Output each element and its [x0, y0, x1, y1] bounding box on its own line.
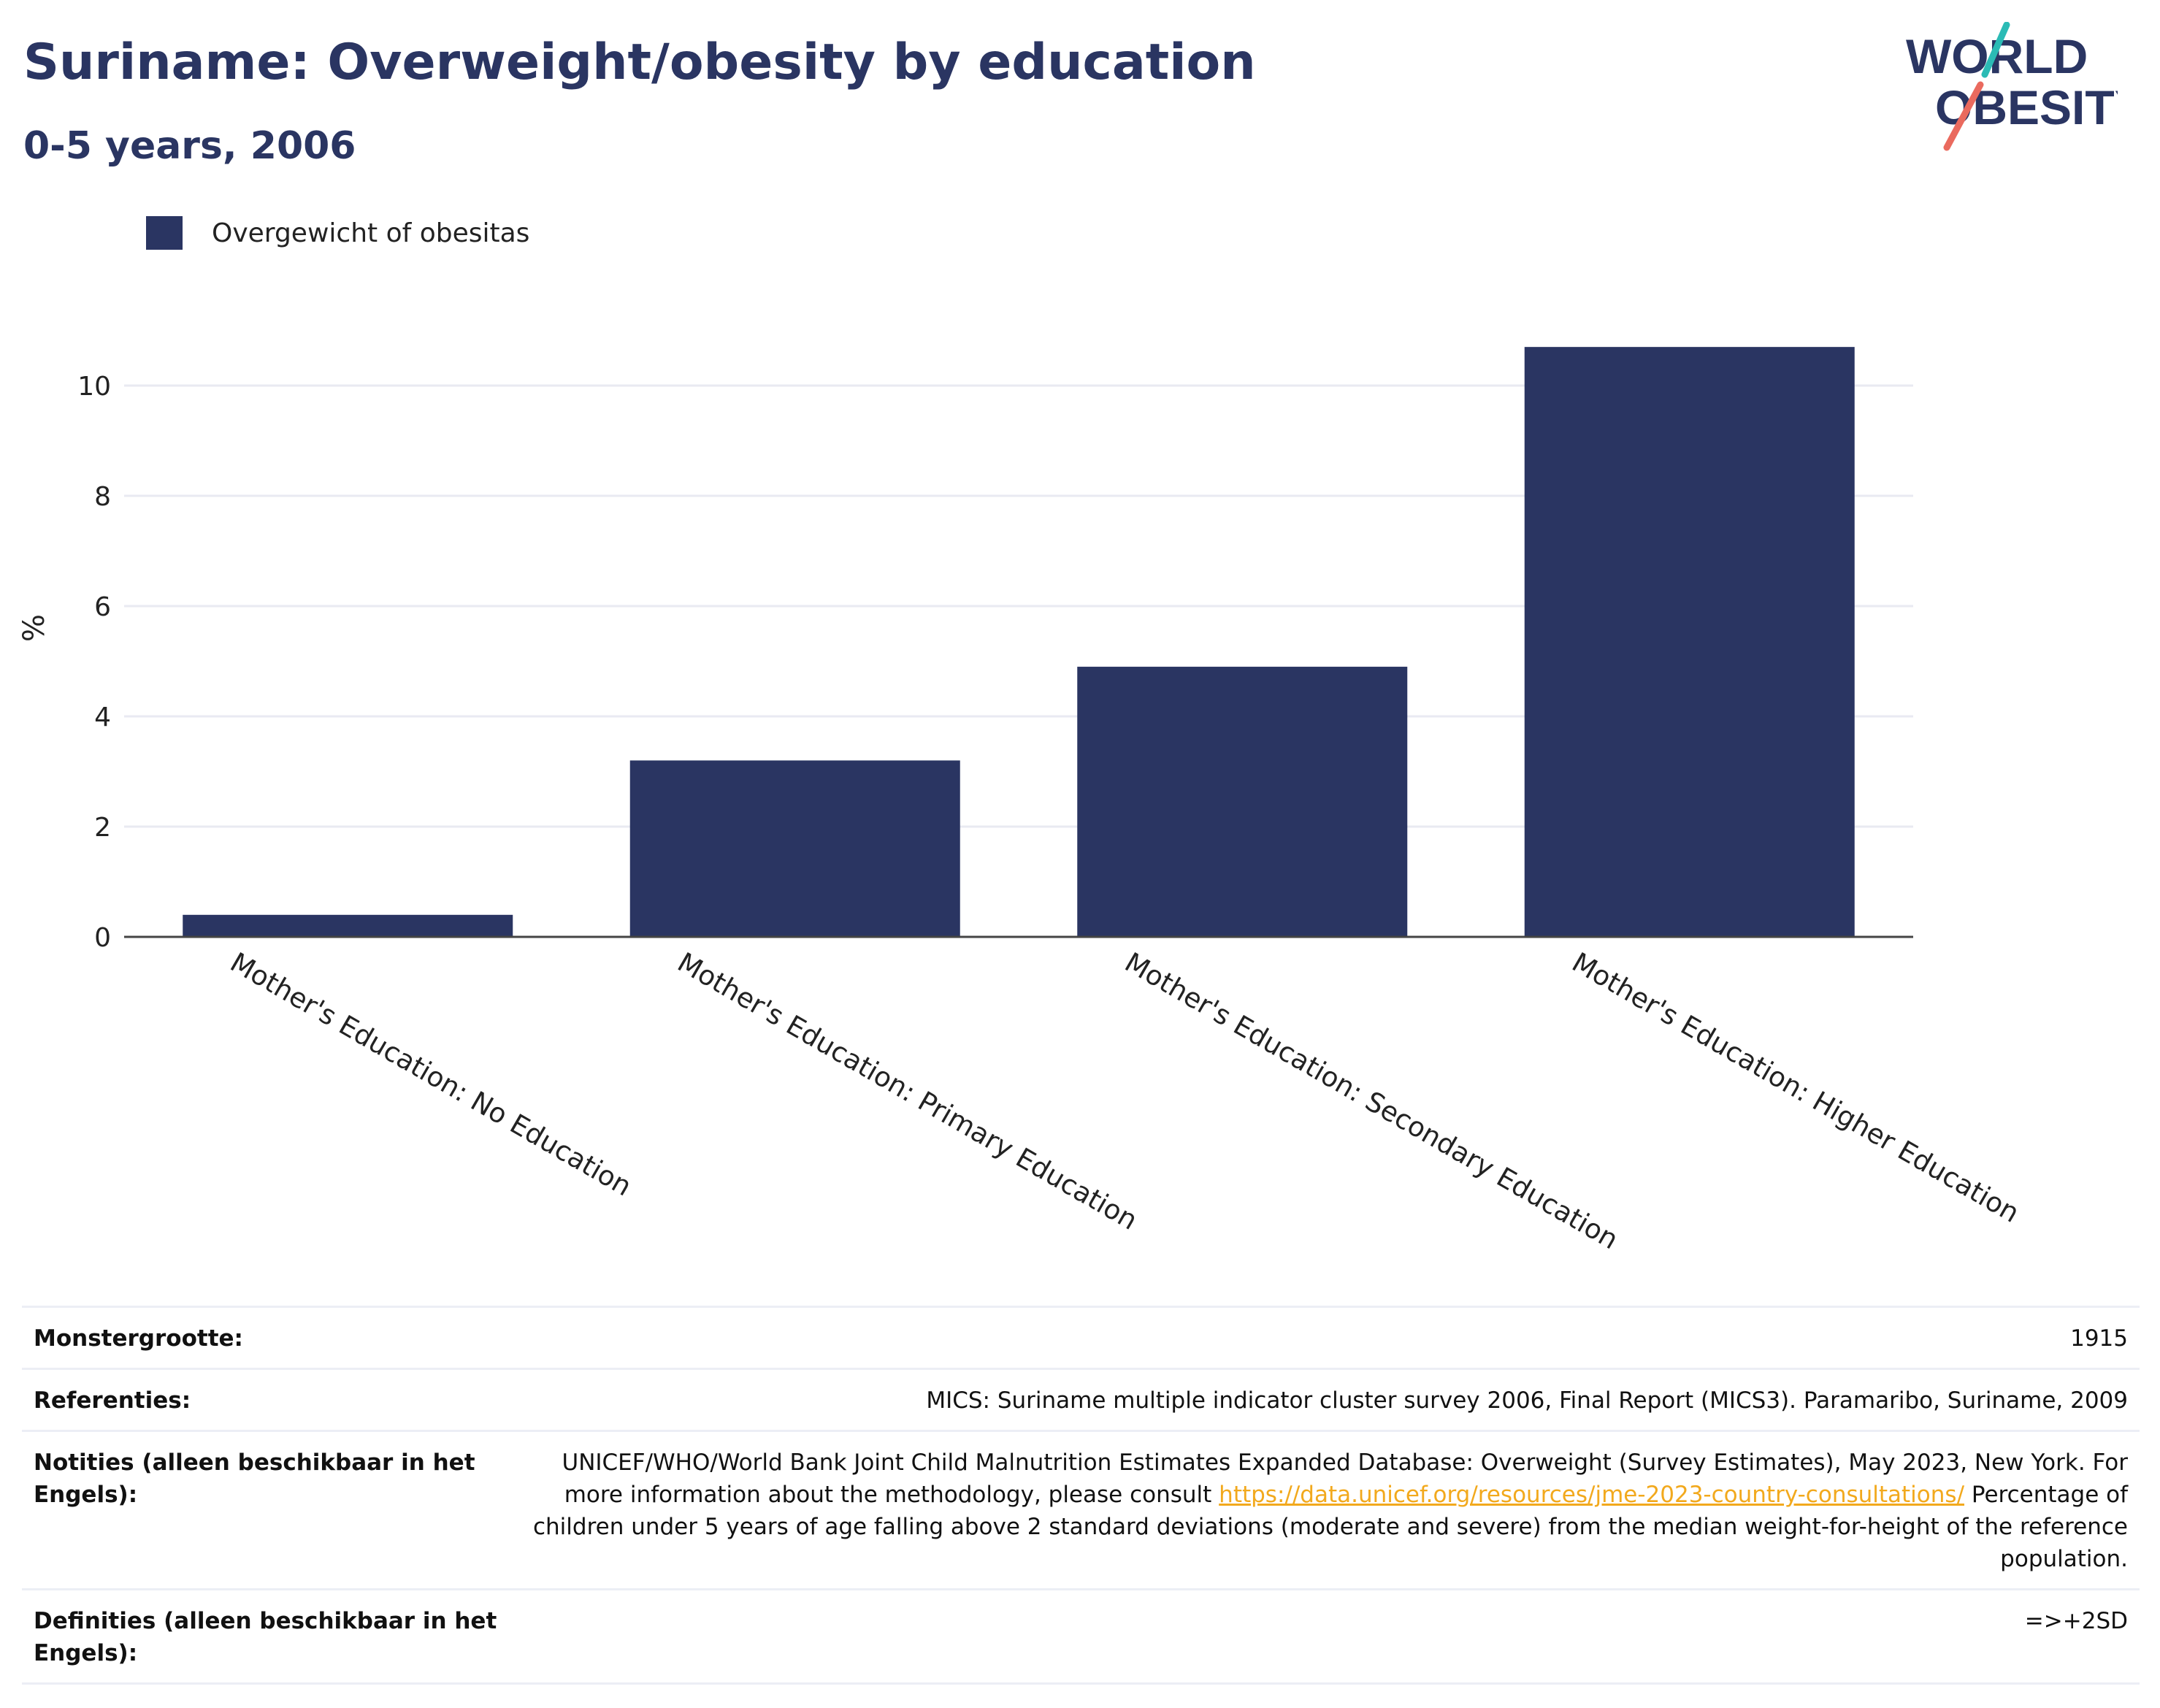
references-row: Referenties: MICS: Suriname multiple ind… — [22, 1368, 2140, 1430]
info-table: Monstergrootte: 1915 Referenties: MICS: … — [22, 1306, 2140, 1685]
legend-label: Overgewicht of obesitas — [212, 218, 530, 248]
notes-row: Notities (alleen beschikbaar in het Enge… — [22, 1430, 2140, 1588]
y-tick-label: 10 — [77, 372, 111, 402]
legend: Overgewicht of obesitas — [146, 216, 529, 250]
y-axis-label: % — [18, 614, 51, 642]
notes-value: UNICEF/WHO/World Bank Joint Child Malnut… — [501, 1447, 2128, 1575]
bar — [1077, 667, 1408, 937]
y-tick-label: 2 — [94, 813, 111, 843]
definitions-row: Definities (alleen beschikbaar in het En… — [22, 1588, 2140, 1685]
x-tick-label: Mother's Education: No Education — [225, 946, 637, 1202]
x-tick-label: Mother's Education: Primary Education — [673, 946, 1143, 1236]
references-label: Referenties: — [34, 1387, 191, 1414]
sample-size-value: 1915 — [2070, 1325, 2128, 1352]
references-value: MICS: Suriname multiple indicator cluste… — [926, 1387, 2128, 1414]
chart-subtitle: 0-5 years, 2006 — [23, 124, 356, 168]
world-obesity-logo: WORLD OBESITY — [1906, 22, 2118, 151]
notes-link[interactable]: https://data.unicef.org/resources/jme-20… — [1219, 1482, 1965, 1508]
x-tick-label: Mother's Education: Secondary Education — [1119, 946, 1623, 1255]
definitions-label: Definities (alleen beschikbaar in het En… — [34, 1608, 497, 1666]
y-tick-label: 0 — [94, 923, 111, 953]
definitions-value: =>+2SD — [2024, 1608, 2128, 1634]
logo-world-text: WORLD — [1906, 29, 2088, 83]
bar — [1524, 347, 1855, 937]
bar — [629, 760, 960, 937]
chart-title: Suriname: Overweight/obesity by educatio… — [23, 34, 1256, 91]
logo-slash-teal — [1981, 22, 2010, 78]
y-tick-label: 8 — [94, 482, 111, 512]
notes-label: Notities (alleen beschikbaar in het Enge… — [34, 1449, 475, 1508]
sample-size-row: Monstergrootte: 1915 — [22, 1306, 2140, 1368]
logo-slash-coral — [1943, 81, 1984, 151]
y-tick-label: 4 — [94, 702, 111, 732]
notes-text-1: UNICEF/WHO/World Bank Joint Child Malnut… — [562, 1449, 2129, 1508]
notes-text-2: Percentage of children under 5 years of … — [532, 1482, 2128, 1572]
legend-swatch — [146, 216, 183, 250]
y-tick-label: 6 — [94, 592, 111, 622]
sample-size-label: Monstergrootte: — [34, 1325, 243, 1352]
x-tick-label: Mother's Education: Higher Education — [1567, 946, 2025, 1229]
bar — [183, 914, 513, 937]
